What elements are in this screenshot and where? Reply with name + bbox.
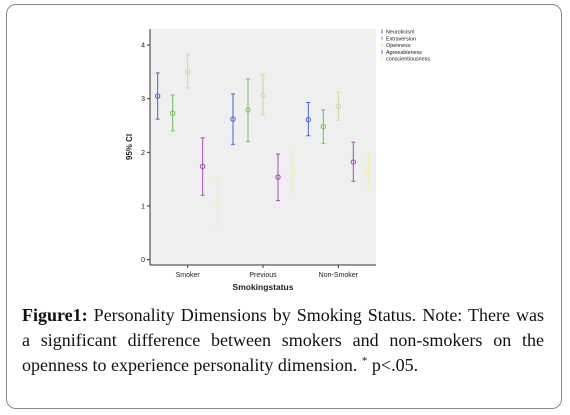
chart-marks	[154, 54, 372, 228]
error-bar-chart: 0 1 2 3 4 Smoker Previous Non-Smoker 95% CI Smo…	[125, 29, 430, 292]
axes: 0 1 2 3 4 Smoker Previous Non-Smoker	[141, 29, 376, 279]
mean-point	[230, 116, 236, 122]
series-neuroticism	[154, 72, 312, 145]
y-tick-label: 4	[141, 43, 145, 50]
series-conscientiousness	[214, 149, 372, 228]
x-axis-label: Smokingstatus	[233, 282, 294, 292]
mean-point	[154, 93, 161, 99]
mean-point	[365, 168, 372, 174]
mean-point	[260, 92, 266, 99]
mean-point	[214, 199, 221, 205]
y-axis-label: 95% CI	[125, 134, 134, 160]
mean-point	[275, 174, 281, 180]
mean-point	[305, 116, 312, 123]
x-tick-label: Smoker	[176, 272, 201, 279]
mean-point	[245, 107, 251, 113]
figure-caption: Figure1: Personality Dimensions by Smoki…	[22, 303, 544, 378]
legend: NeuroticismExtraversionOpennessAgreeable…	[381, 29, 430, 63]
caption-label: Figure1:	[22, 305, 88, 325]
legend-label: Openness	[386, 43, 411, 49]
x-tick-label: Non-Smoker	[319, 272, 359, 279]
mean-point	[320, 123, 327, 130]
x-tick-label: Previous	[249, 272, 277, 279]
mean-point	[290, 168, 296, 175]
legend-label: Agreeableness	[386, 50, 422, 56]
caption-text: Personality Dimensions by Smoking Status…	[22, 305, 544, 375]
y-tick-label: 3	[141, 96, 145, 103]
mean-point	[184, 69, 191, 75]
series-agreeableness	[199, 137, 357, 202]
y-tick-label: 1	[141, 204, 145, 211]
plot-area	[150, 29, 376, 265]
mean-point	[335, 103, 342, 109]
legend-label: conscientiousness	[386, 57, 430, 63]
y-tick-label: 2	[141, 150, 145, 157]
caption-tail: p<.05.	[367, 355, 419, 375]
y-tick-label: 0	[141, 257, 145, 264]
series-openness	[184, 54, 342, 121]
mean-point	[169, 110, 176, 116]
legend-label: Extraversion	[386, 36, 416, 42]
mean-point	[199, 163, 206, 170]
series-extraversion	[169, 78, 327, 144]
mean-point	[350, 159, 357, 165]
significance-marker: *	[361, 355, 368, 367]
legend-label: Neuroticism	[386, 30, 415, 36]
